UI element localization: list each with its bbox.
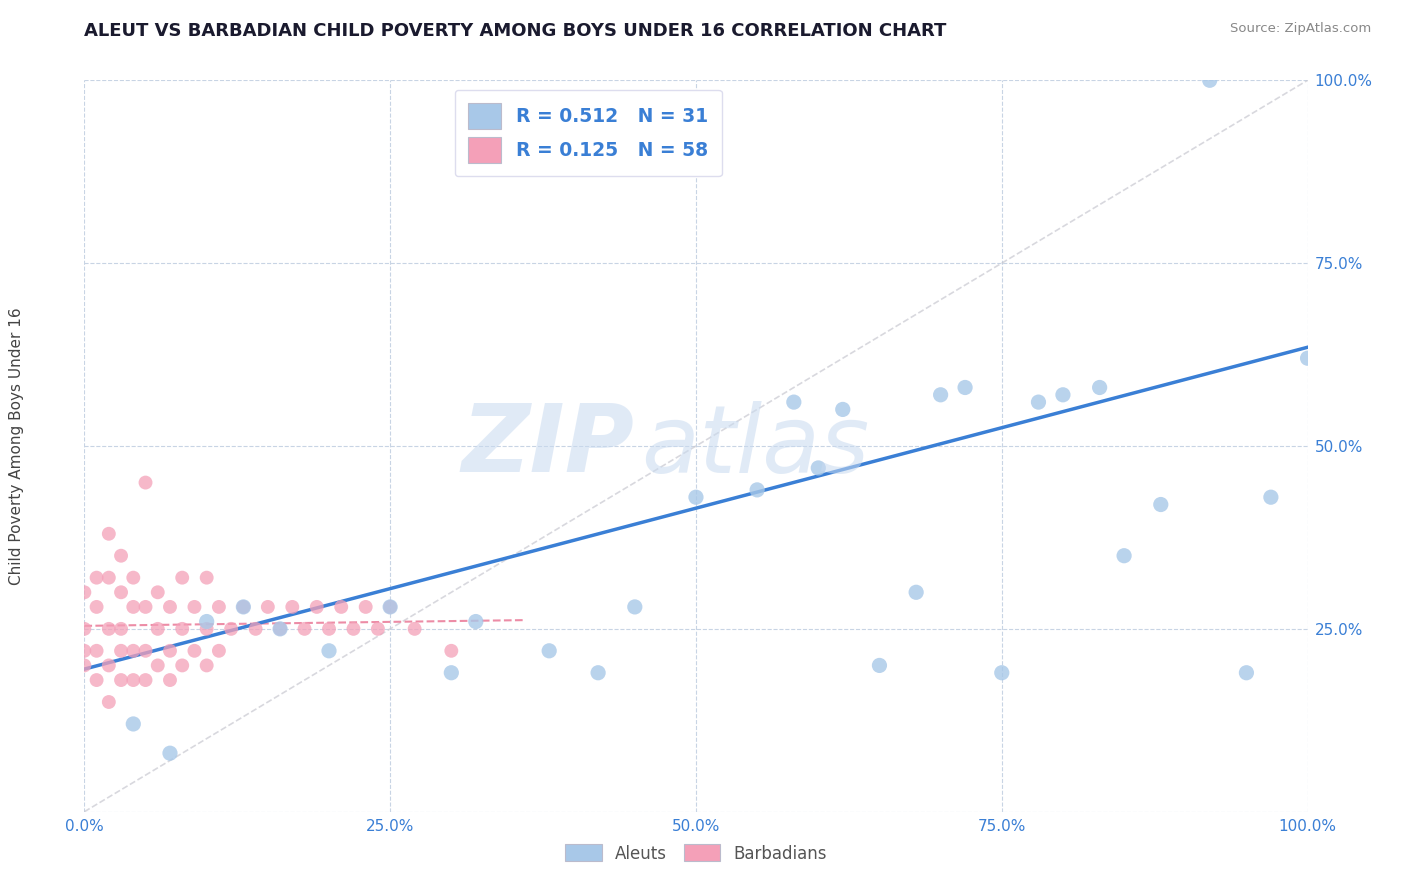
Point	[990, 665, 1012, 680]
Point	[122, 571, 145, 585]
Point	[294, 622, 316, 636]
Point	[146, 622, 169, 636]
Point	[1028, 395, 1050, 409]
Text: Source: ZipAtlas.com: Source: ZipAtlas.com	[1230, 22, 1371, 36]
Point	[122, 673, 145, 687]
Point	[1088, 380, 1111, 394]
Point	[195, 658, 218, 673]
Point	[929, 388, 952, 402]
Point	[783, 395, 806, 409]
Point	[1260, 490, 1282, 504]
Text: ALEUT VS BARBADIAN CHILD POVERTY AMONG BOYS UNDER 16 CORRELATION CHART: ALEUT VS BARBADIAN CHILD POVERTY AMONG B…	[84, 22, 946, 40]
Point	[953, 380, 976, 394]
Point	[208, 599, 231, 614]
Point	[538, 644, 561, 658]
Point	[1234, 665, 1257, 680]
Point	[269, 622, 291, 636]
Point	[135, 644, 157, 658]
Point	[110, 549, 132, 563]
Point	[1052, 388, 1074, 402]
Point	[183, 599, 205, 614]
Point	[97, 658, 120, 673]
Point	[159, 599, 181, 614]
Text: atlas: atlas	[641, 401, 869, 491]
Point	[122, 644, 145, 658]
Point	[159, 746, 181, 760]
Legend: Aleuts, Barbadians: Aleuts, Barbadians	[558, 838, 834, 869]
Point	[354, 599, 377, 614]
Point	[172, 571, 194, 585]
Point	[747, 483, 769, 497]
Point	[232, 599, 254, 614]
Point	[86, 673, 108, 687]
Point	[97, 695, 120, 709]
Point	[1198, 73, 1220, 87]
Point	[305, 599, 328, 614]
Point	[110, 644, 132, 658]
Point	[831, 402, 853, 417]
Point	[159, 673, 181, 687]
Point	[869, 658, 891, 673]
Point	[86, 599, 108, 614]
Point	[86, 571, 108, 585]
Point	[245, 622, 267, 636]
Point	[73, 644, 96, 658]
Point	[97, 526, 120, 541]
Point	[257, 599, 280, 614]
Point	[380, 599, 402, 614]
Point	[269, 622, 291, 636]
Point	[464, 615, 486, 629]
Point	[281, 599, 304, 614]
Point	[172, 658, 194, 673]
Point	[404, 622, 426, 636]
Point	[146, 658, 169, 673]
Point	[367, 622, 389, 636]
Point	[807, 461, 830, 475]
Point	[624, 599, 647, 614]
Point	[122, 599, 145, 614]
Point	[195, 622, 218, 636]
Point	[905, 585, 928, 599]
Point	[73, 658, 96, 673]
Point	[1150, 498, 1173, 512]
Point	[586, 665, 609, 680]
Point	[208, 644, 231, 658]
Point	[86, 644, 108, 658]
Point	[159, 644, 181, 658]
Point	[440, 665, 463, 680]
Text: Child Poverty Among Boys Under 16: Child Poverty Among Boys Under 16	[10, 307, 24, 585]
Point	[110, 585, 132, 599]
Point	[1114, 549, 1136, 563]
Point	[135, 599, 157, 614]
Point	[146, 585, 169, 599]
Point	[97, 571, 120, 585]
Text: ZIP: ZIP	[463, 400, 636, 492]
Point	[318, 644, 340, 658]
Point	[97, 622, 120, 636]
Point	[685, 490, 707, 504]
Point	[1296, 351, 1319, 366]
Point	[122, 717, 145, 731]
Point	[195, 615, 218, 629]
Point	[440, 644, 463, 658]
Point	[73, 622, 96, 636]
Point	[195, 571, 218, 585]
Point	[73, 585, 96, 599]
Point	[342, 622, 364, 636]
Point	[219, 622, 242, 636]
Point	[232, 599, 254, 614]
Point	[172, 622, 194, 636]
Point	[110, 673, 132, 687]
Point	[110, 622, 132, 636]
Point	[183, 644, 205, 658]
Point	[330, 599, 353, 614]
Point	[135, 475, 157, 490]
Point	[135, 673, 157, 687]
Point	[318, 622, 340, 636]
Point	[380, 599, 402, 614]
